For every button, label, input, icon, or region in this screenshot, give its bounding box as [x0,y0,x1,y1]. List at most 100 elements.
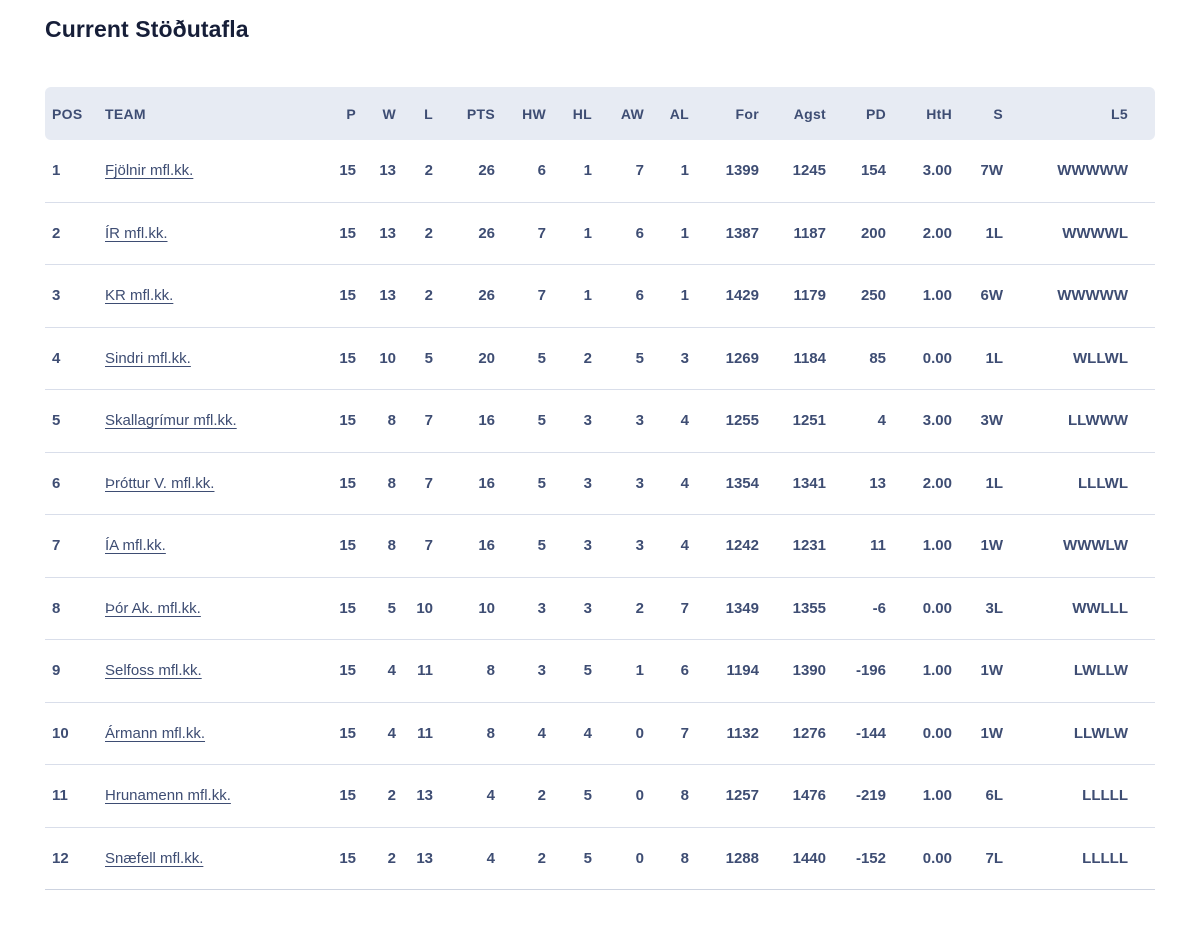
table-row: 10 Ármann mfl.kk. 15 4 11 8 4 4 0 7 1132 1276 -144 0.… [45,703,1155,765]
cell-agst: 1184 [759,328,826,390]
cell-l5: WWWWW [1003,265,1155,328]
cell-al: 7 [644,703,689,765]
team-link[interactable]: KR mfl.kk. [105,287,174,305]
cell-aw: 0 [592,765,644,828]
team-link[interactable]: Fjölnir mfl.kk. [105,162,194,180]
cell-hl: 3 [546,515,592,578]
cell-pts: 26 [433,203,495,265]
cell-agst: 1231 [759,515,826,578]
team-link[interactable]: Ármann mfl.kk. [105,724,206,742]
cell-al: 1 [644,265,689,328]
cell-aw: 5 [592,328,644,390]
cell-l: 7 [396,390,433,453]
standings-table: POS TEAM P W L PTS HW HL AW AL For Agst … [45,87,1155,890]
cell-hth: 1.00 [886,265,952,328]
column-header-al: AL [644,87,689,140]
cell-s: 7W [952,140,1003,203]
cell-hth: 0.00 [886,578,952,640]
cell-pts: 26 [433,140,495,203]
cell-l: 2 [396,140,433,203]
cell-pd: 13 [826,453,886,515]
column-header-pos: POS [45,87,98,140]
cell-aw: 0 [592,828,644,890]
cell-pd: 200 [826,203,886,265]
cell-l5: WLLWL [1003,328,1155,390]
cell-hth: 1.00 [886,515,952,578]
cell-pts: 16 [433,453,495,515]
cell-hth: 0.00 [886,703,952,765]
team-link[interactable]: Hrunamenn mfl.kk. [105,787,231,805]
cell-pts: 10 [433,578,495,640]
team-link[interactable]: Selfoss mfl.kk. [105,662,202,680]
cell-s: 3W [952,390,1003,453]
cell-for: 1257 [689,765,759,828]
cell-hw: 4 [495,703,546,765]
cell-for: 1269 [689,328,759,390]
cell-team: Skallagrímur mfl.kk. [98,390,316,453]
cell-hth: 3.00 [886,390,952,453]
cell-p: 15 [316,515,356,578]
cell-l: 11 [396,640,433,703]
cell-al: 4 [644,453,689,515]
team-link[interactable]: Skallagrímur mfl.kk. [105,412,237,430]
cell-agst: 1179 [759,265,826,328]
cell-l5: LLWLW [1003,703,1155,765]
cell-for: 1399 [689,140,759,203]
cell-agst: 1276 [759,703,826,765]
standings-table-body: 1 Fjölnir mfl.kk. 15 13 2 26 6 1 7 1 1399 1245 154 3.… [45,140,1155,890]
table-row: 1 Fjölnir mfl.kk. 15 13 2 26 6 1 7 1 1399 1245 154 3.… [45,140,1155,203]
cell-pos: 11 [45,765,98,828]
cell-hl: 1 [546,265,592,328]
cell-aw: 6 [592,265,644,328]
cell-hw: 5 [495,515,546,578]
column-header-s: S [952,87,1003,140]
cell-for: 1349 [689,578,759,640]
cell-aw: 6 [592,203,644,265]
team-link[interactable]: Þróttur V. mfl.kk. [105,474,215,492]
cell-pts: 16 [433,390,495,453]
cell-l: 10 [396,578,433,640]
cell-pd: 4 [826,390,886,453]
cell-s: 6L [952,765,1003,828]
cell-s: 1L [952,328,1003,390]
cell-hth: 2.00 [886,203,952,265]
cell-team: Ármann mfl.kk. [98,703,316,765]
cell-agst: 1355 [759,578,826,640]
cell-for: 1429 [689,265,759,328]
team-link[interactable]: Snæfell mfl.kk. [105,849,204,867]
cell-hl: 1 [546,203,592,265]
team-link[interactable]: Sindri mfl.kk. [105,349,191,367]
cell-al: 6 [644,640,689,703]
cell-w: 13 [356,140,396,203]
cell-p: 15 [316,203,356,265]
cell-l5: WWWLW [1003,515,1155,578]
cell-for: 1288 [689,828,759,890]
column-header-team: TEAM [98,87,316,140]
team-link[interactable]: Þór Ak. mfl.kk. [105,599,201,617]
table-row: 5 Skallagrímur mfl.kk. 15 8 7 16 5 3 3 4 1255 1251 4… [45,390,1155,453]
cell-pos: 10 [45,703,98,765]
cell-l5: LLLLL [1003,828,1155,890]
cell-hl: 2 [546,328,592,390]
page-title: Current Stöðutafla [45,16,249,42]
cell-l5: LLWWW [1003,390,1155,453]
cell-s: 1L [952,203,1003,265]
cell-pd: -152 [826,828,886,890]
cell-l: 2 [396,203,433,265]
table-row: 9 Selfoss mfl.kk. 15 4 11 8 3 5 1 6 1194 1390 -196 1.… [45,640,1155,703]
cell-pd: 154 [826,140,886,203]
cell-pos: 1 [45,140,98,203]
team-link[interactable]: ÍA mfl.kk. [105,537,166,555]
cell-agst: 1390 [759,640,826,703]
header-row: POS TEAM P W L PTS HW HL AW AL For Agst … [45,87,1155,140]
cell-hw: 3 [495,640,546,703]
cell-l5: WWWWW [1003,140,1155,203]
cell-team: KR mfl.kk. [98,265,316,328]
cell-hth: 1.00 [886,640,952,703]
team-link[interactable]: ÍR mfl.kk. [105,224,168,242]
cell-agst: 1341 [759,453,826,515]
cell-al: 3 [644,328,689,390]
cell-aw: 2 [592,578,644,640]
cell-team: ÍA mfl.kk. [98,515,316,578]
cell-for: 1242 [689,515,759,578]
